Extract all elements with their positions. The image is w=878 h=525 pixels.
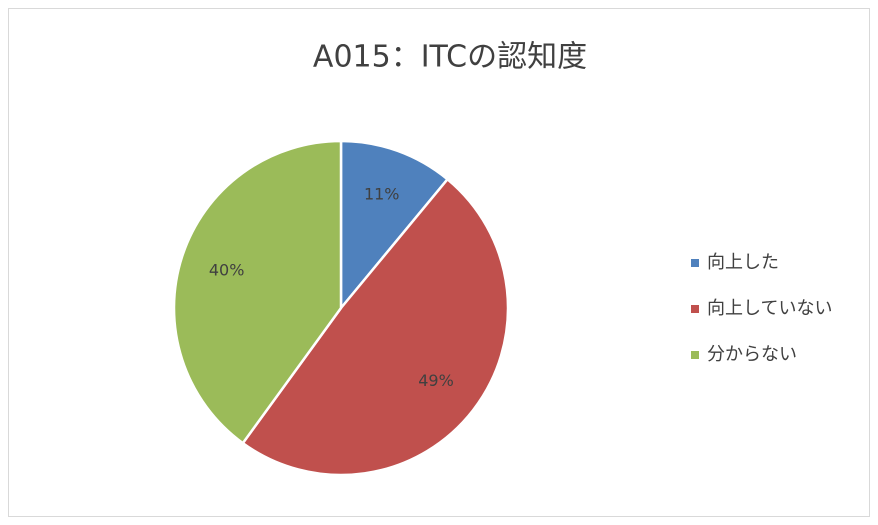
data-label: 11% bbox=[364, 184, 400, 203]
data-label: 40% bbox=[209, 260, 245, 279]
legend-swatch bbox=[691, 305, 699, 313]
legend-label: 向上した bbox=[707, 252, 779, 273]
legend-swatch bbox=[691, 259, 699, 267]
legend-label: 向上していない bbox=[707, 298, 832, 319]
legend-label: 分からない bbox=[707, 344, 797, 365]
chart-title: A015：ITCの認知度 bbox=[313, 40, 587, 75]
pie-slice bbox=[241, 177, 510, 477]
pie-slice bbox=[172, 139, 343, 445]
pie-slice bbox=[339, 139, 450, 312]
legend-swatch bbox=[691, 351, 699, 359]
data-label: 49% bbox=[418, 371, 454, 390]
